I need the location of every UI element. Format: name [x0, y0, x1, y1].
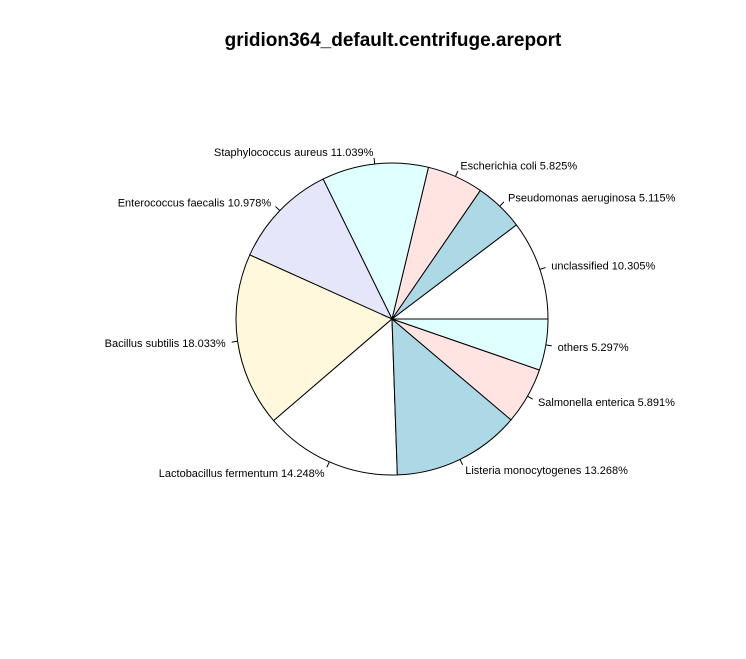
- label-tick: [326, 461, 330, 468]
- slice-label: unclassified 10.305%: [551, 261, 655, 273]
- pie-slice: [390, 224, 549, 320]
- label-tick: [499, 201, 505, 207]
- slice-label: others 5.297%: [558, 342, 629, 354]
- slice-label: Enterococcus faecalis 10.978%: [118, 197, 272, 209]
- pie-slice: [272, 317, 398, 476]
- label-ticks: [231, 157, 552, 468]
- slice-label: Staphylococcus aureus 11.039%: [214, 147, 374, 159]
- slice-label: Bacillus subtilis 18.033%: [105, 338, 226, 350]
- label-tick: [539, 266, 546, 270]
- pie-slice: [322, 162, 430, 321]
- label-tick: [275, 206, 281, 211]
- slice-labels: unclassified 10.305% Pseudomonas aerugino…: [105, 147, 676, 480]
- pie-slice: [391, 317, 512, 476]
- label-tick: [455, 170, 459, 177]
- pie-slices: [235, 162, 549, 476]
- chart-title: gridion364_default.centrifuge.areport: [225, 30, 562, 51]
- pie-slice: [391, 318, 549, 371]
- label-tick: [545, 344, 552, 347]
- slice-label: Lactobacillus fermentum 14.248%: [159, 468, 325, 480]
- slice-label: Escherichia coli 5.825%: [460, 161, 577, 173]
- pie-slice: [235, 254, 393, 422]
- label-tick: [373, 157, 376, 165]
- slice-label: Salmonella enterica 5.891%: [538, 397, 675, 409]
- label-tick: [231, 340, 238, 343]
- pie-slice: [249, 178, 394, 321]
- slice-label: Pseudomonas aeruginosa 5.115%: [508, 193, 676, 205]
- slice-label: Listeria monocytogenes 13.268%: [465, 465, 628, 477]
- label-tick: [459, 459, 464, 466]
- label-tick: [527, 395, 534, 400]
